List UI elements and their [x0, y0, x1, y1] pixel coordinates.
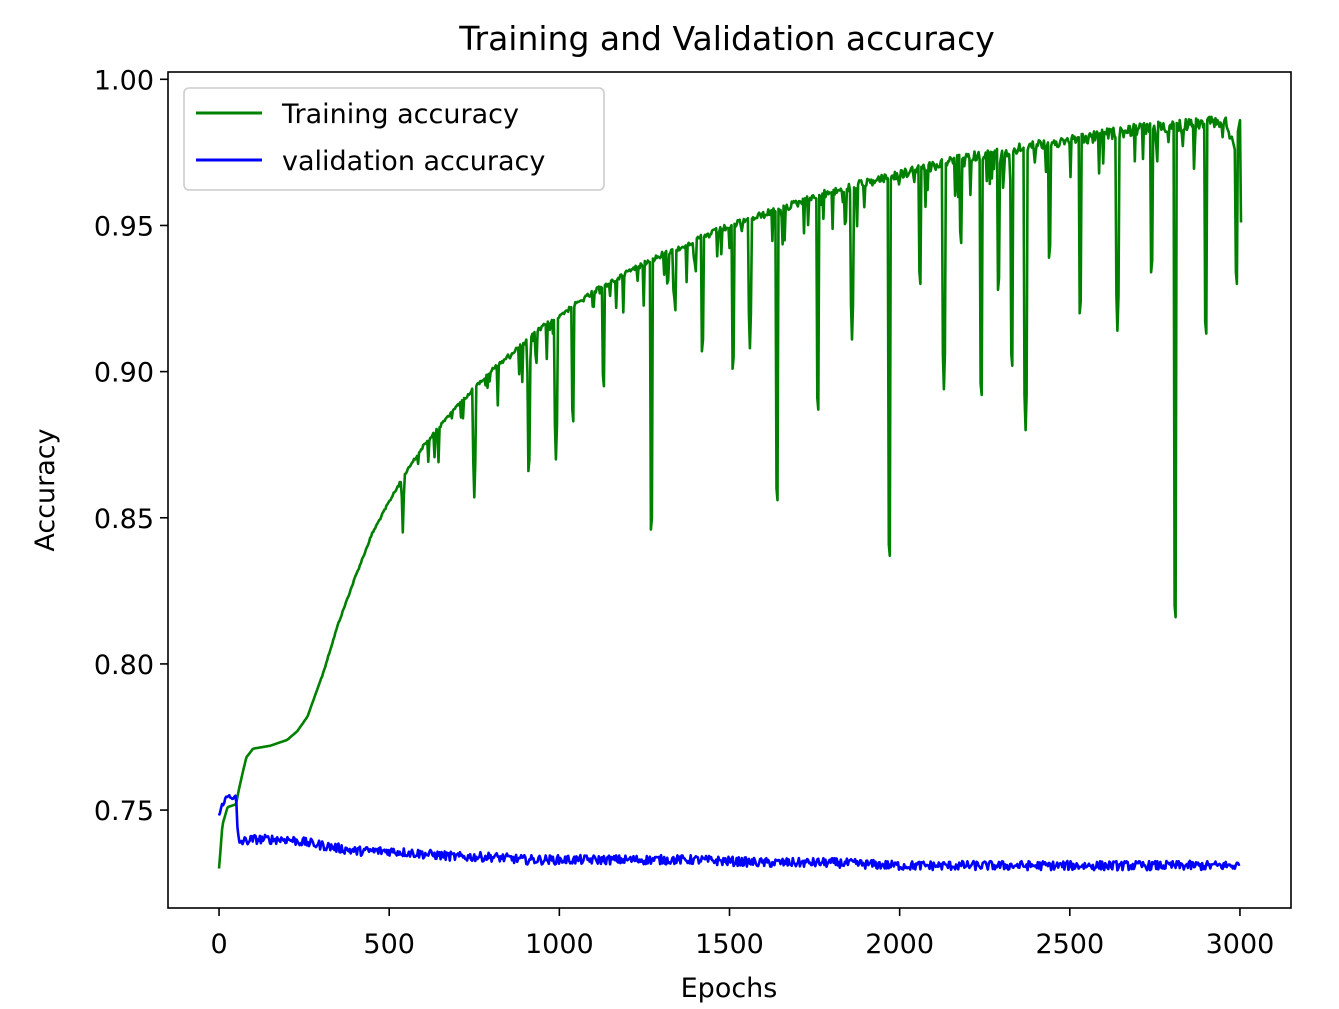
y-axis: 0.75 0.80 0.85 0.90 0.95 1.00 — [94, 65, 168, 827]
y-tick-label: 0.80 — [94, 650, 154, 681]
legend-label-training: Training accuracy — [281, 99, 519, 130]
plot-frame — [167, 71, 1292, 909]
x-tick-label: 3000 — [1206, 929, 1275, 960]
y-tick-label: 0.90 — [94, 358, 154, 389]
legend-label-validation: validation accuracy — [282, 146, 545, 177]
x-tick-label: 2000 — [865, 929, 934, 960]
x-tick-label: 1000 — [525, 929, 594, 960]
x-axis: 0 500 1000 1500 2000 2500 3000 — [210, 908, 1274, 960]
y-tick-label: 0.95 — [94, 211, 154, 242]
y-tick-label: 1.00 — [94, 65, 154, 96]
x-axis-label: Epochs — [681, 973, 778, 1004]
legend: Training accuracy validation accuracy — [183, 87, 605, 191]
validation-accuracy-line — [217, 793, 1241, 872]
x-tick-label: 2500 — [1035, 929, 1104, 960]
legend-box — [183, 87, 605, 191]
y-tick-label: 0.85 — [94, 504, 154, 535]
x-tick-label: 0 — [210, 929, 227, 960]
chart-title: Training and Validation accuracy — [458, 19, 995, 58]
y-tick-label: 0.75 — [94, 796, 154, 827]
y-axis-label: Accuracy — [30, 428, 61, 551]
x-tick-label: 1500 — [695, 929, 764, 960]
training-accuracy-line — [217, 115, 1243, 869]
plot-lines — [217, 115, 1243, 872]
x-tick-label: 500 — [363, 929, 415, 960]
